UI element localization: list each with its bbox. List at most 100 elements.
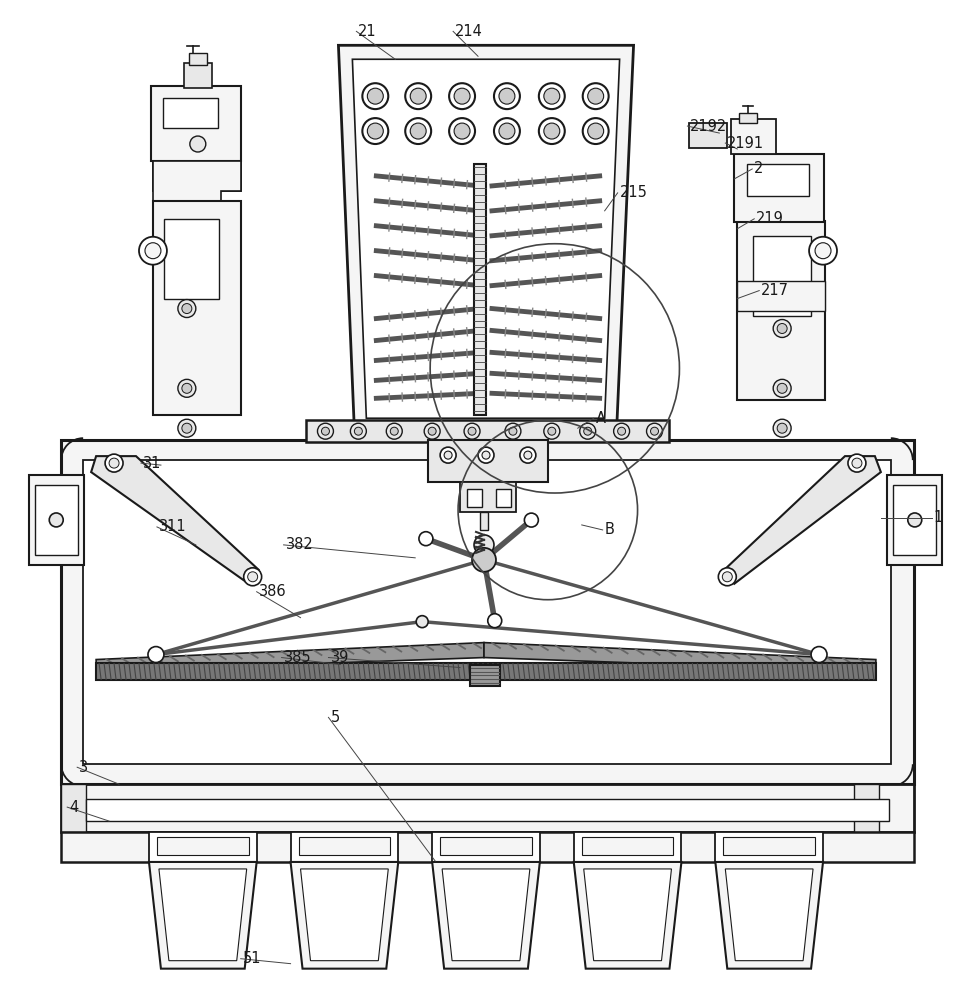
Bar [734,154,824,222]
Circle shape [178,300,196,318]
Circle shape [390,427,398,435]
Bar [157,837,249,855]
Text: B: B [605,522,615,537]
Circle shape [464,423,480,439]
Circle shape [248,572,257,582]
Circle shape [410,88,426,104]
Text: 39: 39 [330,650,349,665]
Circle shape [50,513,63,527]
Circle shape [454,123,470,139]
Bar [298,837,390,855]
Text: 4: 4 [69,800,79,815]
Circle shape [410,123,426,139]
Circle shape [777,324,787,333]
Polygon shape [854,784,879,832]
Bar [151,86,241,161]
Circle shape [321,427,329,435]
Circle shape [505,423,520,439]
Polygon shape [91,456,258,584]
Circle shape [440,447,456,463]
Circle shape [773,419,791,437]
Circle shape [852,458,862,468]
Bar [35,485,79,555]
Bar [753,236,811,316]
Bar [470,665,500,686]
Bar [84,460,890,764]
Circle shape [809,237,837,265]
Bar [96,663,876,680]
Bar [737,221,825,400]
Circle shape [777,423,787,433]
Circle shape [367,123,384,139]
Bar [164,219,218,299]
Circle shape [450,118,475,144]
Bar [61,832,914,862]
Circle shape [815,243,831,259]
Circle shape [848,454,866,472]
Bar [574,832,682,862]
Circle shape [424,423,440,439]
Text: 31: 31 [143,456,161,471]
Text: 51: 51 [243,951,261,966]
Circle shape [509,427,517,435]
Text: 5: 5 [330,710,340,725]
Bar [61,784,914,832]
Text: 2191: 2191 [727,136,764,151]
Polygon shape [574,862,682,969]
Polygon shape [290,862,398,969]
Circle shape [367,88,384,104]
Bar [440,837,532,855]
Circle shape [417,616,428,628]
Polygon shape [352,59,619,418]
Circle shape [583,118,609,144]
Polygon shape [149,862,256,969]
Circle shape [618,427,625,435]
Circle shape [499,123,515,139]
Circle shape [614,423,629,439]
Bar [887,475,942,565]
Circle shape [587,88,604,104]
Bar [496,489,511,507]
Circle shape [182,383,192,393]
Bar [731,119,776,154]
Bar [306,420,669,442]
Circle shape [524,513,538,527]
Circle shape [182,423,192,433]
Bar [480,512,488,530]
Circle shape [482,451,490,459]
Text: 2: 2 [754,161,763,176]
Circle shape [109,458,119,468]
Polygon shape [432,862,540,969]
Bar [184,63,212,88]
Bar [739,113,757,123]
Circle shape [444,451,452,459]
Bar [290,832,398,862]
Polygon shape [724,456,881,584]
Circle shape [105,454,123,472]
Circle shape [722,572,732,582]
Bar [474,164,486,415]
Circle shape [478,447,494,463]
Text: 21: 21 [358,24,377,39]
Text: 3: 3 [80,760,88,775]
Text: 385: 385 [284,650,311,665]
Polygon shape [442,869,530,961]
Bar [737,281,825,311]
Circle shape [524,451,532,459]
Bar [153,201,241,415]
Circle shape [584,427,591,435]
Polygon shape [61,784,86,832]
Text: 311: 311 [159,519,186,534]
Text: 215: 215 [619,185,648,200]
Circle shape [428,427,436,435]
Polygon shape [301,869,388,961]
Circle shape [351,423,366,439]
Circle shape [405,118,431,144]
Circle shape [719,568,736,586]
Circle shape [544,88,560,104]
Circle shape [405,83,431,109]
Bar [428,440,548,482]
Text: 219: 219 [756,211,785,226]
Circle shape [908,513,921,527]
Circle shape [354,427,362,435]
